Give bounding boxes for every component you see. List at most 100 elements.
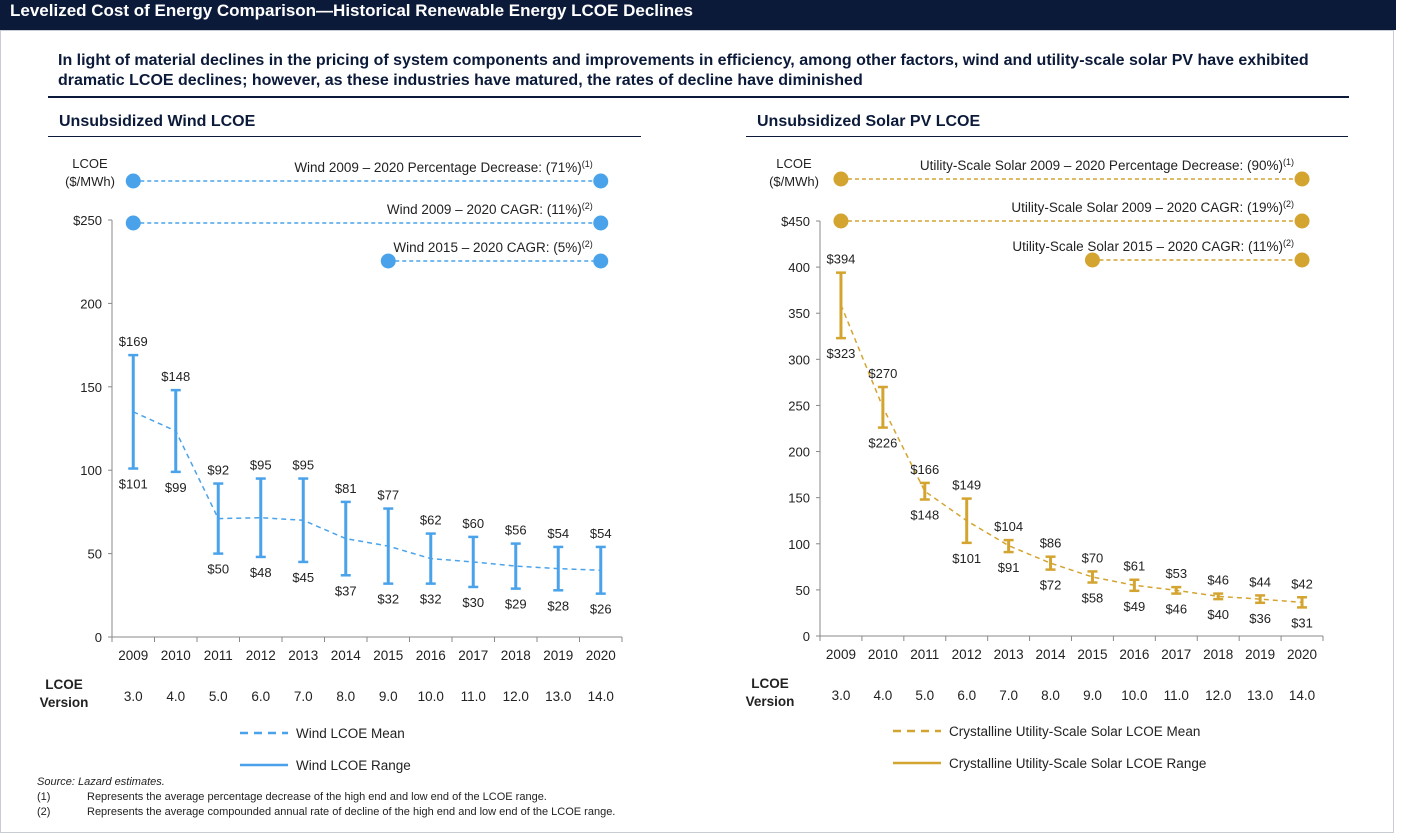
solar-section-divider bbox=[746, 136, 1348, 137]
footnote-text: Represents the average compounded annual… bbox=[87, 806, 616, 818]
content-frame bbox=[0, 30, 1394, 833]
low-value-label: $29 bbox=[505, 597, 527, 612]
legend-label: Crystalline Utility-Scale Solar LCOE Ran… bbox=[949, 756, 1206, 771]
high-value-label: $86 bbox=[1040, 536, 1062, 551]
low-value-label: $40 bbox=[1207, 607, 1229, 622]
y-tick-label: $250 bbox=[73, 213, 102, 228]
y-tick-label: 200 bbox=[788, 445, 810, 460]
high-value-label: $61 bbox=[1124, 559, 1146, 574]
lcoe-version-value: 8.0 bbox=[336, 689, 355, 704]
lcoe-version-value: 10.0 bbox=[418, 689, 444, 704]
y-axis-label: ($/MWh) bbox=[65, 174, 115, 189]
high-value-label: $148 bbox=[161, 369, 190, 384]
x-tick-label: 2012 bbox=[246, 648, 276, 663]
high-value-label: $56 bbox=[505, 523, 527, 538]
y-axis-label: ($/MWh) bbox=[769, 174, 819, 189]
annotation-marker bbox=[380, 253, 396, 269]
y-tick-label: $450 bbox=[781, 214, 810, 229]
y-tick-label: 150 bbox=[788, 491, 810, 506]
low-value-label: $32 bbox=[377, 592, 399, 607]
high-value-label: $104 bbox=[994, 519, 1023, 534]
x-tick-label: 2014 bbox=[1036, 647, 1067, 662]
x-tick-label: 2009 bbox=[826, 647, 856, 662]
annotation-marker bbox=[1294, 252, 1310, 268]
lcoe-version-value: 7.0 bbox=[999, 688, 1018, 703]
legend-label: Crystalline Utility-Scale Solar LCOE Mea… bbox=[949, 724, 1200, 739]
lcoe-version-value: 3.0 bbox=[124, 689, 143, 704]
y-tick-label: 350 bbox=[788, 306, 810, 321]
x-tick-label: 2011 bbox=[204, 648, 233, 663]
annotation-marker bbox=[1294, 213, 1310, 229]
x-tick-label: 2013 bbox=[288, 648, 318, 663]
high-value-label: $42 bbox=[1291, 576, 1313, 591]
annotation-label: Utility-Scale Solar 2009 – 2020 Percenta… bbox=[920, 157, 1294, 173]
annotation-marker bbox=[593, 215, 609, 231]
source-note: Source: Lazard estimates. bbox=[37, 775, 615, 790]
x-tick-label: 2011 bbox=[910, 647, 939, 662]
solar-section-title: Unsubsidized Solar PV LCOE bbox=[757, 113, 981, 130]
high-value-label: $92 bbox=[207, 463, 229, 478]
high-value-label: $149 bbox=[952, 478, 981, 493]
headline: In light of material declines in the pri… bbox=[58, 52, 1309, 89]
lcoe-version-value: 4.0 bbox=[873, 688, 892, 703]
x-tick-label: 2013 bbox=[994, 647, 1024, 662]
low-value-label: $101 bbox=[119, 477, 148, 492]
annotation-marker bbox=[1084, 252, 1100, 268]
y-tick-label: 300 bbox=[788, 352, 810, 367]
y-tick-label: 400 bbox=[788, 260, 810, 275]
x-tick-label: 2020 bbox=[586, 648, 616, 663]
low-value-label: $26 bbox=[590, 602, 612, 617]
footnote-2: (2) Represents the average compounded an… bbox=[37, 805, 615, 820]
y-tick-label: 0 bbox=[803, 629, 810, 644]
lcoe-version-value: 3.0 bbox=[832, 688, 851, 703]
low-value-label: $49 bbox=[1124, 599, 1146, 614]
x-tick-label: 2014 bbox=[331, 648, 362, 663]
annotation-marker bbox=[1294, 171, 1310, 187]
high-value-label: $166 bbox=[910, 462, 939, 477]
low-value-label: $46 bbox=[1165, 602, 1187, 617]
lcoe-version-label: LCOE bbox=[751, 676, 789, 691]
lcoe-version-label: Version bbox=[40, 695, 89, 710]
y-tick-label: 50 bbox=[88, 547, 102, 562]
x-tick-label: 2018 bbox=[1203, 647, 1233, 662]
page-title: Levelized Cost of Energy Comparison—Hist… bbox=[10, 1, 694, 20]
lcoe-version-value: 11.0 bbox=[1164, 688, 1189, 703]
legend-label: Wind LCOE Mean bbox=[296, 726, 405, 741]
source-label: Source: bbox=[37, 776, 75, 788]
high-value-label: $54 bbox=[547, 526, 569, 541]
lcoe-version-value: 12.0 bbox=[503, 689, 529, 704]
footnote-number: (1) bbox=[37, 791, 51, 803]
y-tick-label: 0 bbox=[95, 630, 102, 645]
low-value-label: $148 bbox=[910, 508, 939, 523]
mean-line bbox=[132, 411, 601, 572]
x-tick-label: 2019 bbox=[1245, 647, 1275, 662]
lcoe-version-value: 13.0 bbox=[545, 689, 571, 704]
high-value-label: $62 bbox=[420, 513, 442, 528]
high-value-label: $270 bbox=[868, 366, 897, 381]
high-value-label: $81 bbox=[335, 481, 357, 496]
high-value-label: $44 bbox=[1249, 574, 1271, 589]
wind-section-divider bbox=[48, 136, 641, 137]
x-tick-label: 2017 bbox=[1161, 647, 1191, 662]
x-tick-label: 2019 bbox=[543, 648, 573, 663]
source-text: Lazard estimates. bbox=[77, 776, 165, 788]
low-value-label: $31 bbox=[1291, 615, 1313, 630]
annotation-label: Utility-Scale Solar 2009 – 2020 CAGR: (1… bbox=[1011, 199, 1294, 215]
x-tick-label: 2015 bbox=[373, 648, 403, 663]
footnote-text: Represents the average percentage decrea… bbox=[87, 791, 547, 803]
annotation-marker bbox=[125, 215, 141, 231]
low-value-label: $30 bbox=[462, 595, 484, 610]
low-value-label: $99 bbox=[165, 480, 187, 495]
x-tick-label: 2018 bbox=[501, 648, 531, 663]
y-axis-label: LCOE bbox=[72, 156, 108, 171]
low-value-label: $72 bbox=[1040, 578, 1062, 593]
low-value-label: $48 bbox=[250, 565, 272, 580]
y-axis-label: LCOE bbox=[776, 156, 812, 171]
wind-lcoe-chart: LCOE ($/MWh) 0 50 100 150 200 $250 2009 3.0 2010 4.… bbox=[40, 156, 623, 773]
footnotes: Source: Lazard estimates. (1) Represents… bbox=[37, 775, 615, 820]
lcoe-version-value: 7.0 bbox=[294, 689, 313, 704]
wind-section-title: Unsubsidized Wind LCOE bbox=[59, 113, 256, 130]
annotation-label: Wind 2015 – 2020 CAGR: (5%)(2) bbox=[393, 239, 592, 255]
low-value-label: $226 bbox=[868, 436, 897, 451]
low-value-label: $58 bbox=[1082, 591, 1104, 606]
